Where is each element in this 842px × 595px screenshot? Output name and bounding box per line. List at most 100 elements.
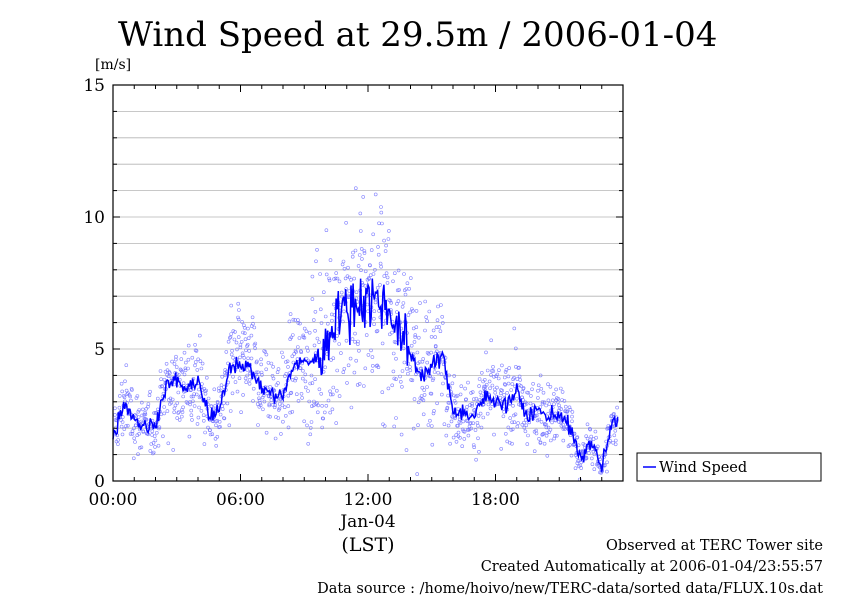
scatter-point — [219, 383, 224, 388]
scatter-point — [276, 381, 280, 385]
scatter-point — [231, 329, 236, 333]
scatter-point — [222, 416, 227, 421]
scatter-point — [375, 329, 380, 333]
scatter-point — [192, 404, 197, 408]
scatter-point — [177, 418, 182, 422]
scatter-point — [128, 394, 132, 399]
scatter-point — [537, 436, 541, 441]
scatter-point — [355, 342, 360, 346]
scatter-point — [502, 375, 507, 380]
scatter-point — [259, 362, 264, 367]
scatter-point — [203, 430, 207, 435]
scatter-point — [372, 322, 376, 327]
scatter-point — [415, 350, 420, 355]
scatter-point — [340, 262, 345, 267]
scatter-point — [507, 366, 512, 370]
scatter-point — [301, 368, 305, 373]
scatter-point — [313, 377, 317, 382]
line-series — [112, 278, 619, 472]
scatter-point — [427, 309, 432, 314]
scatter-point — [536, 388, 540, 393]
scatter-point — [287, 319, 292, 324]
scatter-point — [245, 368, 250, 372]
scatter-point — [464, 418, 469, 423]
scatter-point — [421, 398, 426, 403]
scatter-point — [231, 355, 235, 360]
scatter-point — [389, 300, 394, 305]
scatter-point — [369, 248, 374, 252]
scatter-point — [516, 366, 521, 370]
scatter-point — [229, 352, 234, 357]
scatter-point — [317, 387, 322, 392]
scatter-point — [563, 404, 568, 409]
scatter-point — [513, 412, 518, 417]
scatter-point — [190, 355, 195, 360]
scatter-point — [225, 401, 230, 406]
scatter-point — [229, 332, 233, 336]
scatter-point — [539, 386, 544, 391]
scatter-point — [202, 442, 207, 446]
scatter-point — [164, 361, 169, 366]
scatter-point — [491, 364, 495, 369]
scatter-point — [506, 425, 511, 430]
scatter-point — [226, 339, 231, 344]
scatter-point — [403, 292, 408, 297]
scatter-point — [281, 419, 285, 424]
scatter-point — [408, 310, 412, 315]
scatter-point — [481, 415, 486, 420]
scatter-point — [315, 248, 319, 252]
scatter-point — [241, 393, 245, 397]
scatter-point — [439, 372, 444, 377]
scatter-point — [302, 326, 307, 331]
scatter-point — [172, 362, 177, 366]
scatter-point — [380, 221, 384, 226]
scatter-point — [356, 339, 360, 344]
scatter-point — [151, 450, 156, 455]
scatter-point — [496, 376, 501, 381]
scatter-point — [448, 441, 452, 446]
scatter-point — [172, 406, 177, 411]
scatter-point — [231, 374, 235, 379]
scatter-point — [366, 353, 371, 357]
scatter-point — [254, 370, 259, 375]
scatter-point — [300, 396, 304, 400]
scatter-point — [199, 366, 204, 371]
scatter-point — [550, 398, 555, 403]
scatter-point — [392, 376, 397, 381]
scatter-point — [431, 376, 436, 381]
scatter-point — [214, 423, 218, 428]
scatter-point — [173, 403, 178, 408]
scatter-point — [433, 335, 438, 339]
scatter-point — [612, 433, 617, 438]
scatter-point — [340, 319, 345, 324]
scatter-point — [509, 388, 514, 392]
scatter-point — [218, 412, 223, 417]
scatter-point — [198, 333, 202, 338]
scatter-point — [372, 316, 376, 321]
scatter-point — [229, 303, 233, 308]
scatter-point — [504, 368, 509, 372]
scatter-point — [377, 309, 381, 313]
scatter-point — [385, 275, 390, 280]
scatter-point — [192, 392, 196, 396]
scatter-point — [319, 321, 324, 325]
scatter-point — [244, 348, 248, 353]
scatter-point — [190, 418, 194, 422]
scatter-point — [275, 370, 280, 375]
scatter-point — [143, 412, 148, 417]
scatter-point — [395, 310, 399, 314]
scatter-point — [354, 296, 359, 301]
scatter-point — [510, 420, 514, 425]
scatter-point — [222, 401, 226, 405]
scatter-point — [449, 419, 454, 424]
scatter-point — [136, 415, 141, 419]
scatter-point — [321, 290, 326, 295]
scatter-point — [611, 440, 615, 445]
scatter-point — [245, 342, 250, 347]
scatter-point — [384, 243, 388, 248]
scatter-point — [335, 334, 339, 338]
scatter-point — [270, 402, 275, 407]
scatter-point — [194, 392, 199, 397]
scatter-point — [391, 351, 396, 356]
scatter-point — [426, 423, 431, 427]
